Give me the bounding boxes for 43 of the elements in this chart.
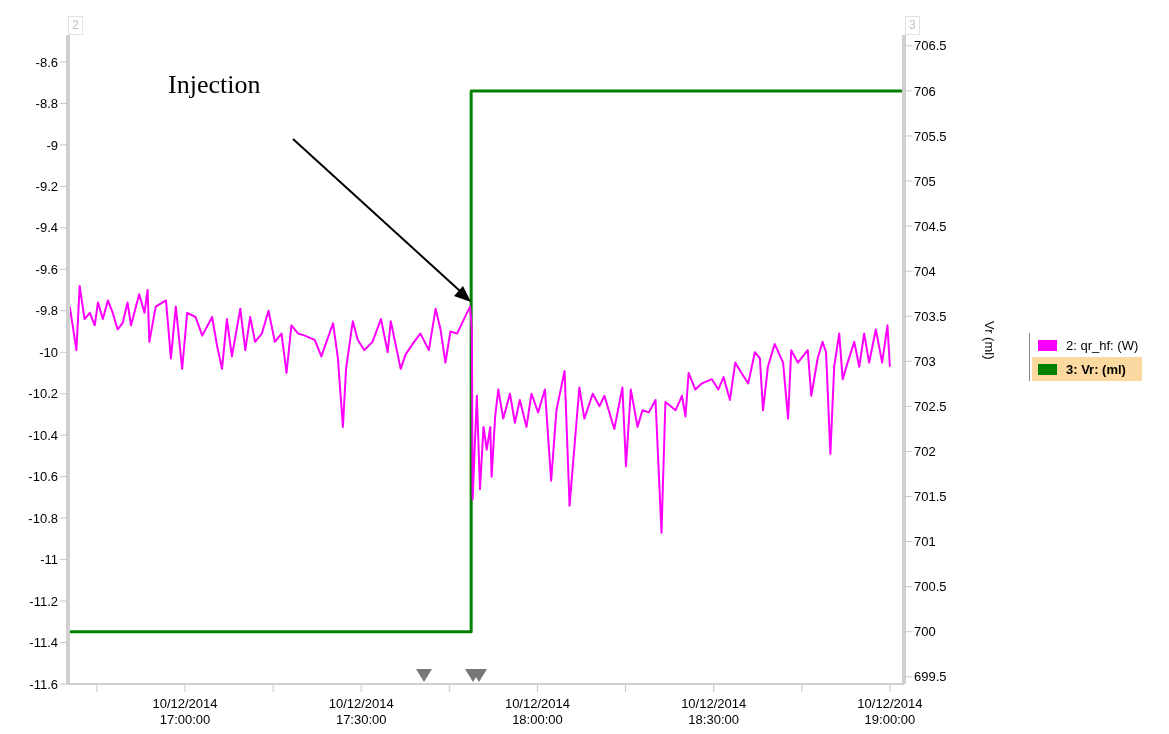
y2-tick-label: 703.5 bbox=[914, 308, 947, 324]
y2-tick-label: 703 bbox=[914, 353, 936, 369]
annotation: Injection bbox=[168, 70, 261, 100]
y-tick-label: -11.2 bbox=[29, 593, 58, 609]
y-tick-label: -9.2 bbox=[35, 178, 58, 194]
y-tick-label: -9 bbox=[46, 137, 58, 153]
y2-tick-label: 701.5 bbox=[914, 489, 947, 505]
y-tick-label: -11 bbox=[40, 552, 58, 568]
y-tick-label: -8.8 bbox=[35, 96, 58, 112]
y2-tick-label: 704.5 bbox=[914, 218, 947, 234]
text: 2 bbox=[68, 16, 83, 35]
y-tick-label: -10.8 bbox=[28, 510, 58, 526]
y2-tick-label: 702.5 bbox=[914, 398, 947, 414]
y-tick-label: -8.6 bbox=[35, 54, 58, 70]
y2-tick-label: 702 bbox=[914, 444, 936, 460]
y2-tick-label: 700.5 bbox=[914, 579, 947, 595]
y-tick-label: -10.6 bbox=[28, 469, 58, 485]
y-tick-label: -11.4 bbox=[29, 635, 58, 651]
x-tick-label: 10/12/2014 18:30:00 bbox=[681, 696, 747, 727]
y2-tick-label: 701 bbox=[914, 534, 936, 550]
text: 3 bbox=[905, 16, 920, 35]
y-tick-label: -9.8 bbox=[35, 303, 58, 319]
y2-tick-label: 706 bbox=[914, 83, 936, 99]
y2-tick-label: 706.5 bbox=[914, 38, 947, 54]
y-tick-label: -9.6 bbox=[35, 261, 58, 277]
y-tick-label: -10 bbox=[39, 344, 58, 360]
y2-tick-label: 705.5 bbox=[914, 128, 947, 144]
y-tick-label: -10.2 bbox=[28, 386, 58, 402]
y2-tick-label: 704 bbox=[914, 263, 936, 279]
x-tick-label: 10/12/2014 17:30:00 bbox=[328, 696, 394, 727]
x-tick-label: 10/12/2014 17:00:00 bbox=[152, 696, 218, 727]
x-tick-label: 10/12/2014 19:00:00 bbox=[857, 696, 923, 727]
legend-label: 3: Vr: (ml) bbox=[1066, 361, 1126, 377]
y2-tick-label: 705 bbox=[914, 173, 936, 189]
y-tick-label: -9.4 bbox=[35, 220, 58, 236]
y2-tick-label: 700 bbox=[914, 624, 936, 640]
y-tick-label: -10.4 bbox=[28, 427, 58, 443]
y2-axis-title: Vr (ml) bbox=[982, 320, 998, 360]
x-tick-label: 10/12/2014 18:00:00 bbox=[504, 696, 570, 727]
line-series bbox=[68, 284, 891, 534]
y2-tick-label: 699.5 bbox=[914, 669, 947, 685]
y-tick-label: -11.6 bbox=[29, 676, 58, 692]
legend-label: 2: qr_hf: (W) bbox=[1066, 337, 1139, 353]
